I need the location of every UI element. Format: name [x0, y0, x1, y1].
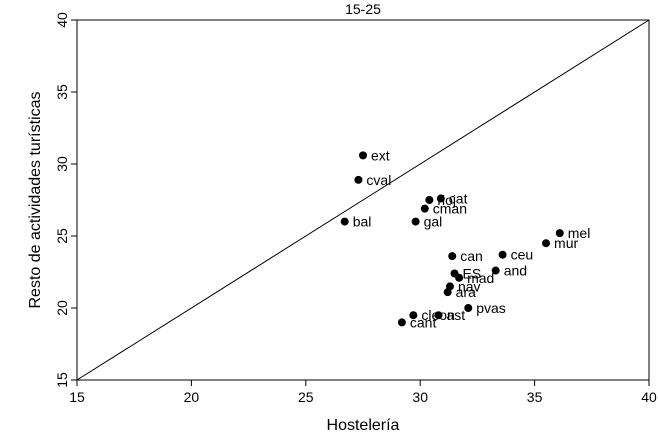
data-point-and — [491, 266, 500, 275]
data-point-gal — [411, 217, 420, 226]
data-point-can — [448, 252, 457, 261]
point-label-cman: cman — [433, 201, 467, 217]
x-tick-label: 30 — [412, 389, 428, 405]
data-point-cant — [397, 318, 406, 327]
data-point-ast — [434, 311, 443, 320]
y-tick-label: 40 — [54, 12, 70, 28]
data-point-bal — [340, 217, 349, 226]
data-point-mad — [455, 273, 464, 282]
axes: 15 20 25 30 35 40 15 20 25 30 35 40 — [54, 12, 657, 405]
plot-frame — [76, 19, 650, 381]
reference-line-group — [76, 19, 650, 381]
point-label-mad: mad — [467, 270, 494, 286]
data-point-mur — [542, 239, 551, 248]
point-label-ES: ES — [463, 265, 482, 281]
data-point-pvas — [464, 304, 473, 312]
x-tick-label: 40 — [641, 389, 657, 405]
data-point-ceu — [498, 250, 507, 259]
point-label-gal: gal — [424, 214, 443, 230]
x-tick-label: 20 — [184, 389, 200, 405]
x-axis-title: Hostelería — [327, 417, 400, 434]
point-label-cat: cat — [449, 191, 468, 207]
data-point-cval — [354, 175, 363, 184]
point-label-nav: nav — [458, 278, 481, 294]
point-label-mel: mel — [568, 225, 591, 241]
data-point-ext — [359, 151, 367, 160]
y-tick-label: 25 — [54, 228, 70, 244]
x-tick-label: 35 — [527, 389, 543, 405]
point-label-bal: bal — [353, 214, 372, 230]
data-point-cman — [420, 204, 429, 213]
x-tick-label: 15 — [69, 389, 85, 405]
y-tick-label: 20 — [54, 300, 70, 316]
point-label-and: and — [504, 263, 527, 279]
point-label-cant: cant — [410, 314, 437, 330]
y-tick-label: 35 — [54, 84, 70, 100]
data-point-cleon — [409, 311, 418, 320]
point-label-can: can — [460, 248, 483, 264]
point-label-ara: ara — [456, 284, 476, 300]
chart-title: 15-25 — [345, 1, 381, 17]
x-tick-label: 25 — [298, 389, 314, 405]
data-point-cat — [436, 194, 445, 203]
y-tick-label: 15 — [54, 372, 70, 388]
data-point-ara — [443, 288, 452, 297]
y-axis-title: Resto de actividades turísticas — [27, 92, 44, 309]
point-label-ceu: ceu — [511, 247, 534, 263]
data-point-rioj — [425, 196, 434, 204]
point-label-ast: ast — [447, 307, 466, 323]
point-label-cval: cval — [366, 172, 391, 188]
point-label-ext: ext — [371, 147, 390, 163]
point-label-pvas: pvas — [476, 300, 506, 316]
point-label-mur: mur — [554, 235, 578, 251]
y-tick-label: 30 — [54, 156, 70, 172]
diagonal-reference-line — [76, 19, 650, 381]
data-point-mel — [555, 229, 564, 238]
